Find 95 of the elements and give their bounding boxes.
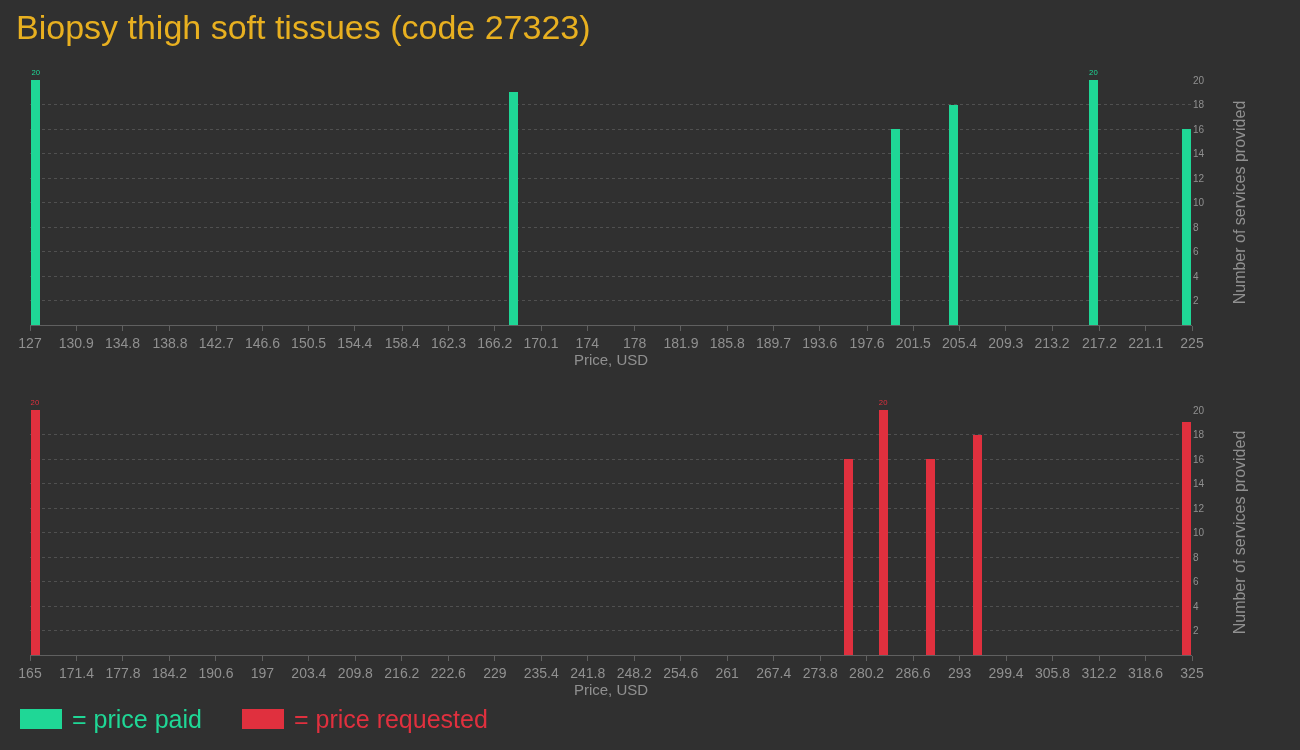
x-tick-label: 201.5 xyxy=(895,334,932,351)
x-tick-label: 142.7 xyxy=(198,334,234,351)
x-tick-label: 312.2 xyxy=(1081,664,1117,681)
bar xyxy=(878,410,888,655)
x-tick-label: 138.8 xyxy=(152,334,188,351)
x-tick-label: 130.9 xyxy=(58,334,94,351)
x-tick-label: 217.2 xyxy=(1081,334,1118,351)
y-tick-label: 18 xyxy=(1193,429,1205,440)
y-tick-label: 12 xyxy=(1193,172,1205,184)
chart-title: Biopsy thigh soft tissues (code 27323) xyxy=(16,8,591,47)
bar xyxy=(972,434,982,655)
bar xyxy=(31,80,41,325)
x-tick-label: 221.1 xyxy=(1128,334,1164,351)
x-tick-label: 162.3 xyxy=(431,334,467,351)
x-tick-label: 325 xyxy=(1180,664,1204,681)
x-tick-label: 154.4 xyxy=(337,334,373,351)
y-tick-label: 18 xyxy=(1193,99,1205,110)
x-tick-label: 158.4 xyxy=(384,334,421,351)
x-tick-label: 146.6 xyxy=(244,334,281,351)
y-tick-label: 10 xyxy=(1193,197,1205,208)
bar xyxy=(30,410,40,655)
bar xyxy=(891,129,901,325)
x-tick-label: 209.3 xyxy=(988,334,1024,351)
x-tick-label: 171.4 xyxy=(58,664,95,681)
x-tick-label: 166.2 xyxy=(477,334,513,351)
y-tick-label: 16 xyxy=(1193,453,1205,465)
x-tick-label: 280.2 xyxy=(849,664,885,681)
y-tick-label: 14 xyxy=(1193,148,1205,159)
x-tick-label: 229 xyxy=(483,664,507,681)
x-tick-label: 181.9 xyxy=(663,334,699,351)
y-tick-label: 8 xyxy=(1193,221,1199,233)
y-axis-title: Number of services provided xyxy=(1231,100,1249,305)
x-tick-label: 305.8 xyxy=(1035,664,1071,681)
x-tick-label: 273.8 xyxy=(802,664,838,681)
y-tick-label: 4 xyxy=(1193,600,1199,612)
y-axis-title: Number of services provided xyxy=(1231,430,1249,635)
data-label: 20 xyxy=(30,398,40,408)
x-tick-label: 190.6 xyxy=(198,664,234,681)
x-tick-label: 127 xyxy=(18,334,42,351)
x-tick-label: 150.5 xyxy=(291,334,327,351)
data-label: 20 xyxy=(878,398,888,408)
x-tick-label: 213.2 xyxy=(1034,334,1070,351)
y-tick-label: 14 xyxy=(1193,478,1205,489)
y-tick-label: 2 xyxy=(1193,295,1199,306)
x-tick-label: 293 xyxy=(947,664,972,681)
x-tick-label: 177.8 xyxy=(105,664,141,681)
x-tick-label: 318.6 xyxy=(1128,664,1164,681)
y-tick-label: 2 xyxy=(1193,625,1199,636)
x-tick-label: 165 xyxy=(18,664,42,681)
x-tick-label: 170.1 xyxy=(523,334,559,351)
x-tick-label: 197 xyxy=(250,664,275,681)
y-tick-label: 6 xyxy=(1193,246,1199,257)
x-tick-label: 267.4 xyxy=(756,664,792,681)
x-tick-label: 216.2 xyxy=(384,664,420,681)
x-tick-label: 134.8 xyxy=(104,334,141,351)
bar xyxy=(844,459,853,655)
x-axis-title: Price, USD xyxy=(573,680,649,698)
legend-label: = price paid xyxy=(72,704,202,734)
y-tick-label: 16 xyxy=(1193,123,1205,135)
bar xyxy=(949,104,959,325)
x-axis-title: Price, USD xyxy=(573,350,649,368)
x-tick-label: 174 xyxy=(575,334,600,351)
x-tick-label: 254.6 xyxy=(663,664,699,681)
bar xyxy=(509,92,519,325)
x-tick-label: 235.4 xyxy=(523,664,559,681)
x-tick-label: 286.6 xyxy=(895,664,931,681)
x-tick-label: 205.4 xyxy=(942,334,978,351)
data-label: 20 xyxy=(1089,68,1098,78)
x-tick-label: 209.8 xyxy=(337,664,374,681)
y-tick-label: 6 xyxy=(1193,576,1199,587)
bar xyxy=(1181,422,1191,655)
x-tick-label: 185.8 xyxy=(709,334,745,351)
x-tick-label: 197.6 xyxy=(849,334,885,351)
y-tick-label: 8 xyxy=(1193,551,1199,563)
x-tick-label: 248.2 xyxy=(616,664,652,681)
x-tick-label: 225 xyxy=(1180,334,1204,351)
bar xyxy=(926,459,936,655)
x-tick-label: 241.8 xyxy=(570,664,606,681)
x-tick-label: 222.6 xyxy=(430,664,467,681)
bar xyxy=(1089,80,1099,325)
x-tick-label: 261 xyxy=(715,664,740,681)
x-tick-label: 178 xyxy=(623,334,647,351)
data-label: 20 xyxy=(31,68,41,78)
bar xyxy=(1181,129,1191,325)
x-tick-label: 189.7 xyxy=(755,334,792,351)
x-tick-label: 299.4 xyxy=(988,664,1024,681)
y-tick-label: 12 xyxy=(1193,502,1205,514)
legend-label: = price requested xyxy=(293,704,488,734)
y-tick-label: 4 xyxy=(1193,270,1199,282)
x-tick-label: 184.2 xyxy=(151,664,188,681)
y-tick-label: 10 xyxy=(1193,527,1205,538)
y-tick-label: 20 xyxy=(1193,74,1205,86)
x-tick-label: 203.4 xyxy=(291,664,327,681)
x-tick-label: 193.6 xyxy=(802,334,838,351)
y-tick-label: 20 xyxy=(1193,404,1205,416)
